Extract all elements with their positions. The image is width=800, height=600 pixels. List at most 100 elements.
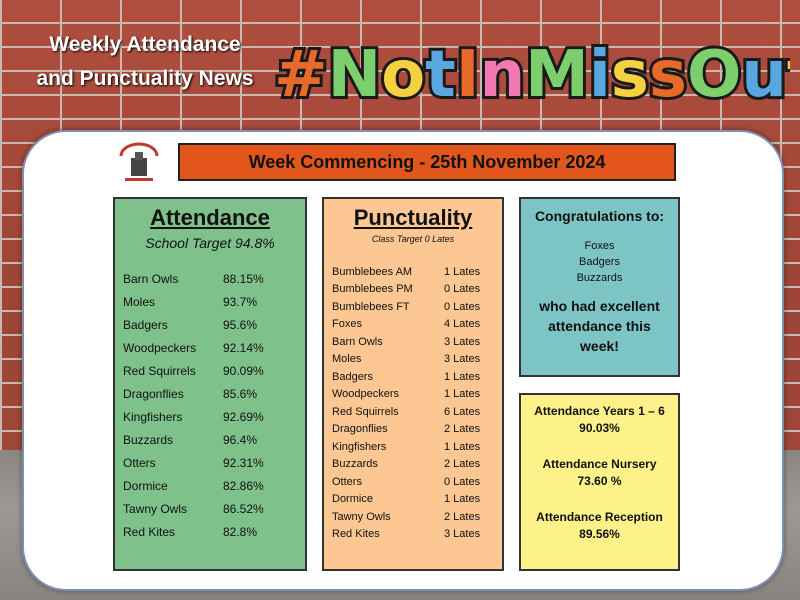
congrats-title: Congratulations to: bbox=[534, 208, 665, 224]
attendance-row: Kingfishers 92.69% bbox=[123, 405, 301, 428]
attendance-total-label: Attendance Years 1 – 6 bbox=[534, 404, 665, 418]
punctuality-class-name: Moles bbox=[332, 353, 362, 366]
attendance-value: 82.86% bbox=[223, 478, 264, 493]
attendance-row: Dragonflies 85.6% bbox=[123, 382, 301, 405]
attendance-class-name: Dormice bbox=[123, 478, 168, 493]
attendance-list: Barn Owls 88.15% Moles 93.7% Badgers 95.6% Woo… bbox=[123, 267, 301, 543]
congrats-names: Foxes Badgers Buzzards bbox=[521, 238, 678, 286]
attendance-value: 82.8% bbox=[223, 524, 258, 539]
punctuality-value: 1 Lates bbox=[444, 388, 481, 401]
punctuality-title: Punctuality bbox=[353, 205, 473, 230]
attendance-row: Barn Owls 88.15% bbox=[123, 267, 301, 290]
punctuality-class-name: Tawny Owls bbox=[332, 510, 391, 523]
attendance-total: Attendance Reception 89.56% bbox=[521, 509, 678, 543]
punctuality-class-name: Dragonflies bbox=[332, 423, 388, 436]
attendance-row: Dormice 82.86% bbox=[123, 474, 301, 497]
punctuality-row: Red Squirrels 6 Lates bbox=[332, 403, 498, 421]
attendance-value: 96.4% bbox=[223, 432, 258, 447]
attendance-class-name: Kingfishers bbox=[123, 409, 183, 424]
punctuality-row: Otters 0 Lates bbox=[332, 473, 498, 491]
punctuality-class-name: Bumblebees FT bbox=[332, 300, 410, 313]
hashtag-letter: t bbox=[787, 38, 790, 112]
punctuality-value: 0 Lates bbox=[444, 283, 481, 296]
attendance-panel: Attendance School Target 94.8% Barn Owls… bbox=[113, 197, 307, 571]
punctuality-row: Kingfishers 1 Lates bbox=[332, 438, 498, 456]
punctuality-value: 3 Lates bbox=[444, 335, 481, 348]
punctuality-row: Buzzards 2 Lates bbox=[332, 456, 498, 474]
hashtag-letter: N bbox=[328, 38, 382, 112]
hashtag-logo: #NotInMissOut bbox=[271, 35, 790, 115]
punctuality-class-name: Dormice bbox=[332, 493, 373, 506]
hashtag-letter: s bbox=[649, 38, 687, 112]
punctuality-class-name: Badgers bbox=[332, 370, 373, 383]
attendance-value: 92.14% bbox=[223, 340, 264, 355]
totals-list: Attendance Years 1 – 6 90.03% Attendance N… bbox=[521, 395, 678, 543]
attendance-value: 88.15% bbox=[223, 271, 264, 286]
punctuality-row: Badgers 1 Lates bbox=[332, 368, 498, 386]
hashtag-letter: # bbox=[274, 38, 328, 112]
hashtag-letter: u bbox=[741, 38, 787, 112]
punctuality-class-name: Barn Owls bbox=[332, 335, 383, 348]
heading-line-2: and Punctuality News bbox=[36, 67, 254, 90]
punctuality-value: 4 Lates bbox=[444, 318, 481, 331]
punctuality-value: 1 Lates bbox=[444, 265, 481, 278]
attendance-row: Badgers 95.6% bbox=[123, 313, 301, 336]
punctuality-class-name: Bumblebees PM bbox=[332, 283, 413, 296]
attendance-total: Attendance Years 1 – 6 90.03% bbox=[521, 403, 678, 437]
punctuality-row: Bumblebees AM 1 Lates bbox=[332, 263, 498, 281]
attendance-value: 92.31% bbox=[223, 455, 264, 470]
punctuality-value: 1 Lates bbox=[444, 370, 481, 383]
attendance-row: Moles 93.7% bbox=[123, 290, 301, 313]
attendance-total: Attendance Nursery 73.60 % bbox=[521, 456, 678, 490]
punctuality-value: 2 Lates bbox=[444, 510, 481, 523]
congratulations-panel: Congratulations to: Foxes Badgers Buzzards… bbox=[519, 197, 680, 377]
punctuality-value: 1 Lates bbox=[444, 493, 481, 506]
hashtag-letter: n bbox=[480, 38, 526, 112]
attendance-total-value: 90.03% bbox=[579, 421, 620, 435]
punctuality-class-name: Red Kites bbox=[332, 528, 380, 541]
punctuality-row: Red Kites 3 Lates bbox=[332, 526, 498, 544]
newsletter-heading: Weekly Attendance and Punctuality News bbox=[20, 28, 270, 96]
congrats-class-name: Foxes bbox=[584, 240, 615, 252]
attendance-class-name: Barn Owls bbox=[123, 271, 179, 286]
punctuality-value: 1 Lates bbox=[444, 440, 481, 453]
congrats-class-name: Badgers bbox=[579, 256, 620, 268]
punctuality-class-name: Kingfishers bbox=[332, 440, 387, 453]
heading-line-1: Weekly Attendance bbox=[49, 33, 241, 56]
attendance-title: Attendance bbox=[150, 205, 270, 230]
punctuality-value: 0 Lates bbox=[444, 475, 481, 488]
hashtag-letter: s bbox=[611, 38, 649, 112]
school-crest-icon bbox=[119, 142, 159, 181]
hashtag-letter: M bbox=[525, 38, 589, 112]
attendance-totals-panel: Attendance Years 1 – 6 90.03% Attendance N… bbox=[519, 393, 680, 571]
attendance-row: Otters 92.31% bbox=[123, 451, 301, 474]
attendance-target: School Target 94.8% bbox=[145, 235, 275, 251]
attendance-value: 86.52% bbox=[223, 501, 264, 516]
attendance-total-value: 89.56% bbox=[579, 527, 620, 541]
punctuality-class-name: Foxes bbox=[332, 318, 362, 331]
attendance-total-value: 73.60 % bbox=[577, 474, 622, 488]
attendance-class-name: Red Kites bbox=[123, 524, 176, 539]
punctuality-row: Bumblebees FT 0 Lates bbox=[332, 298, 498, 316]
attendance-total-label: Attendance Nursery bbox=[542, 457, 657, 471]
attendance-class-name: Woodpeckers bbox=[123, 340, 197, 355]
attendance-row: Red Kites 82.8% bbox=[123, 520, 301, 543]
punctuality-row: Moles 3 Lates bbox=[332, 351, 498, 369]
congrats-class-name: Buzzards bbox=[576, 272, 623, 284]
attendance-value: 85.6% bbox=[223, 386, 258, 401]
punctuality-row: Dormice 1 Lates bbox=[332, 491, 498, 509]
punctuality-class-name: Red Squirrels bbox=[332, 405, 399, 418]
punctuality-value: 3 Lates bbox=[444, 528, 481, 541]
punctuality-row: Bumblebees PM 0 Lates bbox=[332, 281, 498, 299]
punctuality-class-name: Bumblebees AM bbox=[332, 265, 413, 278]
punctuality-class-name: Otters bbox=[332, 475, 362, 488]
punctuality-class-name: Woodpeckers bbox=[332, 388, 400, 401]
attendance-value: 90.09% bbox=[223, 363, 264, 378]
attendance-value: 95.6% bbox=[223, 317, 258, 332]
punctuality-row: Foxes 4 Lates bbox=[332, 316, 498, 334]
punctuality-class-name: Buzzards bbox=[332, 458, 378, 471]
attendance-class-name: Badgers bbox=[123, 317, 168, 332]
attendance-row: Red Squirrels 90.09% bbox=[123, 359, 301, 382]
hashtag-text: #NotInMissOut bbox=[274, 38, 790, 112]
punctuality-value: 2 Lates bbox=[444, 458, 481, 471]
